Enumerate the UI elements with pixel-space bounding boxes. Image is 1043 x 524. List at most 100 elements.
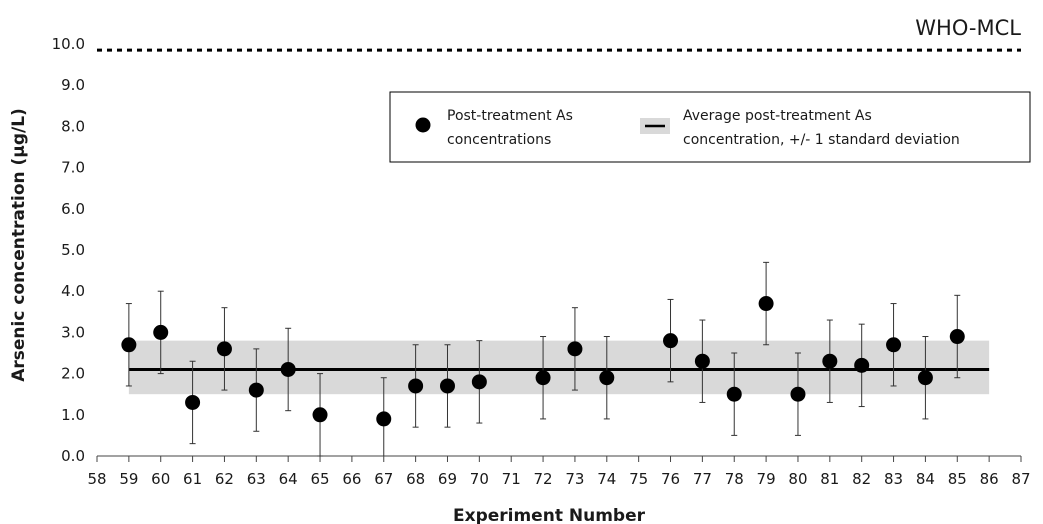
data-layer (121, 261, 965, 457)
data-point-group (216, 307, 232, 391)
data-point-group (471, 340, 487, 424)
reference-layer: WHO-MCL (97, 16, 1021, 52)
data-point-group (599, 336, 615, 420)
y-axis-title: Arsenic concentration (µg/L) (9, 108, 29, 382)
y-tick-label: 9.0 (61, 76, 85, 94)
x-axis-title: Experiment Number (453, 506, 646, 524)
data-point-group (726, 352, 742, 436)
data-point (312, 407, 328, 423)
x-tick-label: 82 (852, 470, 871, 488)
data-point-group (153, 290, 169, 375)
x-tick-label: 59 (119, 470, 138, 488)
data-point (471, 374, 487, 390)
data-point (822, 353, 838, 369)
y-tick-label: 10.0 (52, 35, 85, 53)
data-point-group (822, 319, 838, 403)
data-point (376, 411, 392, 427)
data-point (694, 353, 710, 369)
legend-label-points-line1: Post-treatment As (447, 108, 573, 124)
y-tick-label: 0.0 (61, 447, 85, 465)
data-point-group (185, 360, 201, 445)
data-point-group (312, 373, 328, 457)
data-point (535, 370, 551, 386)
data-point-group (439, 344, 455, 428)
data-point (153, 324, 169, 340)
data-point (216, 341, 232, 357)
y-tick-label: 7.0 (61, 159, 85, 177)
legend-box (389, 91, 1031, 163)
legend-label-average-line2: concentration, +/- 1 standard deviation (683, 132, 960, 148)
data-point-group (535, 336, 551, 420)
data-point (248, 382, 264, 398)
data-point-group (949, 294, 965, 379)
y-tick-label: 2.0 (61, 365, 85, 383)
y-tick-label: 6.0 (61, 200, 85, 218)
y-tick-label: 4.0 (61, 282, 85, 300)
x-tick-label: 80 (788, 470, 807, 488)
x-tick-label: 75 (629, 470, 648, 488)
average-band-layer (128, 340, 990, 395)
data-point (854, 357, 870, 373)
x-tick-label: 72 (534, 470, 553, 488)
data-point-group (376, 377, 392, 456)
x-tick-label: 85 (948, 470, 967, 488)
data-point (121, 337, 137, 353)
x-tick-label: 76 (661, 470, 680, 488)
x-tick-label: 71 (502, 470, 521, 488)
data-point (663, 333, 679, 349)
x-tick-label: 83 (884, 470, 903, 488)
data-point (280, 361, 296, 377)
data-point-group (248, 348, 264, 432)
x-tick-label: 63 (247, 470, 266, 488)
x-tick-label: 61 (183, 470, 202, 488)
y-tick-label: 3.0 (61, 323, 85, 341)
data-point-group (280, 327, 296, 412)
data-point (917, 370, 933, 386)
x-tick-label: 64 (279, 470, 298, 488)
x-tick-label: 67 (374, 470, 393, 488)
x-tick-label: 65 (310, 470, 329, 488)
data-point (949, 329, 965, 345)
x-tick-label: 66 (342, 470, 361, 488)
data-point-group (758, 261, 774, 346)
legend: Post-treatment As concentrations Average… (389, 91, 1031, 163)
y-tick-label: 5.0 (61, 241, 85, 259)
data-point-group (790, 352, 806, 436)
x-tick-label: 81 (820, 470, 839, 488)
x-tick-label: 78 (725, 470, 744, 488)
data-point-group (121, 303, 137, 387)
data-point (726, 386, 742, 402)
data-point-group (854, 323, 870, 408)
x-tick-label: 77 (693, 470, 712, 488)
x-tick-label: 79 (757, 470, 776, 488)
data-point (790, 386, 806, 402)
legend-label-average-line1: Average post-treatment As (683, 108, 872, 124)
data-point (185, 394, 201, 410)
data-point (758, 296, 774, 312)
who-mcl-label: WHO-MCL (915, 16, 1021, 40)
data-point (599, 370, 615, 386)
data-point-group (917, 336, 933, 420)
x-tick-label: 74 (597, 470, 616, 488)
y-tick-label: 1.0 (61, 406, 85, 424)
x-tick-label: 86 (980, 470, 999, 488)
x-tick-label: 87 (1011, 470, 1030, 488)
x-tick-label: 84 (916, 470, 935, 488)
x-tick-label: 70 (470, 470, 489, 488)
legend-marker-points (415, 117, 431, 133)
x-tick-label: 58 (87, 470, 106, 488)
data-point (886, 337, 902, 353)
x-tick-label: 73 (565, 470, 584, 488)
y-tick-label: 8.0 (61, 117, 85, 135)
x-tick-label: 60 (151, 470, 170, 488)
x-tick-label: 68 (406, 470, 425, 488)
data-point-group (408, 344, 424, 428)
x-tick-label: 62 (215, 470, 234, 488)
data-point-group (694, 319, 710, 403)
axes-layer: 0.0 1.0 2.0 3.0 4.0 5.0 6.0 7.0 8.0 9.0 10.0 58 59 60… (52, 35, 1031, 488)
data-point-group (567, 307, 583, 391)
data-point (567, 341, 583, 357)
data-point-group (886, 303, 902, 387)
data-point-group (663, 298, 679, 383)
